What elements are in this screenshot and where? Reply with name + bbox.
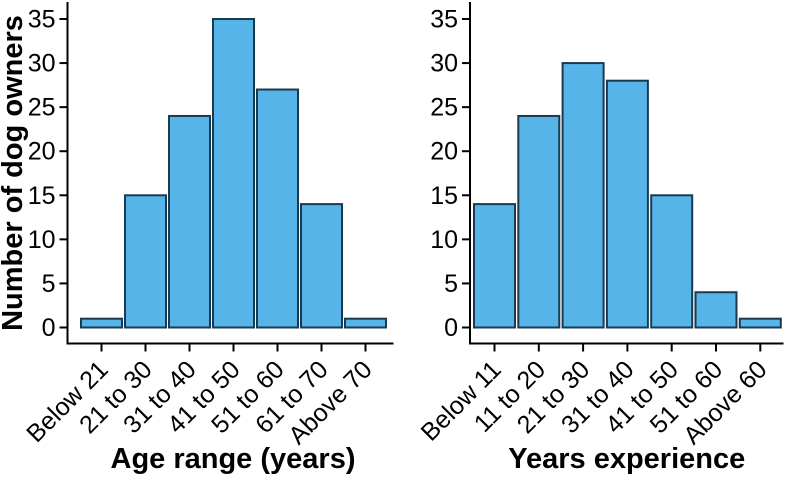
y-axis-tick-label: 10 <box>28 226 56 254</box>
x-axis-title: Years experience <box>508 443 745 475</box>
y-axis-tick-label: 35 <box>28 6 56 34</box>
bar <box>473 203 516 329</box>
y-axis-title: Number of dog owners <box>0 15 29 331</box>
y-axis-tick-label: 30 <box>28 50 56 78</box>
y-axis-tick-label: 25 <box>430 94 458 122</box>
bar <box>344 317 387 329</box>
y-axis-tick-label: 20 <box>28 138 56 166</box>
bar <box>738 317 782 329</box>
y-axis-tick-label: 15 <box>430 182 458 210</box>
bar <box>124 194 167 329</box>
y-axis-tick-label: 5 <box>444 270 458 298</box>
y-axis-tick-label: 35 <box>430 6 458 34</box>
bar <box>168 114 211 329</box>
bar <box>300 203 343 329</box>
bar <box>80 317 123 329</box>
y-axis-tick-label: 20 <box>430 138 458 166</box>
y-axis-tick-label: 0 <box>42 314 56 342</box>
y-axis-tick-label: 30 <box>430 50 458 78</box>
y-axis-tick-label: 25 <box>28 94 56 122</box>
y-axis-tick-label: 10 <box>430 226 458 254</box>
x-axis-title: Age range (years) <box>111 443 356 475</box>
bar <box>694 291 738 329</box>
bar <box>256 88 299 329</box>
y-axis-tick-label: 5 <box>42 270 56 298</box>
bar <box>517 114 561 329</box>
bar <box>561 62 605 329</box>
bar <box>605 79 649 329</box>
y-axis-tick-label: 0 <box>444 314 458 342</box>
y-axis-tick-label: 15 <box>28 182 56 210</box>
bar <box>212 18 255 329</box>
bar <box>650 194 694 329</box>
